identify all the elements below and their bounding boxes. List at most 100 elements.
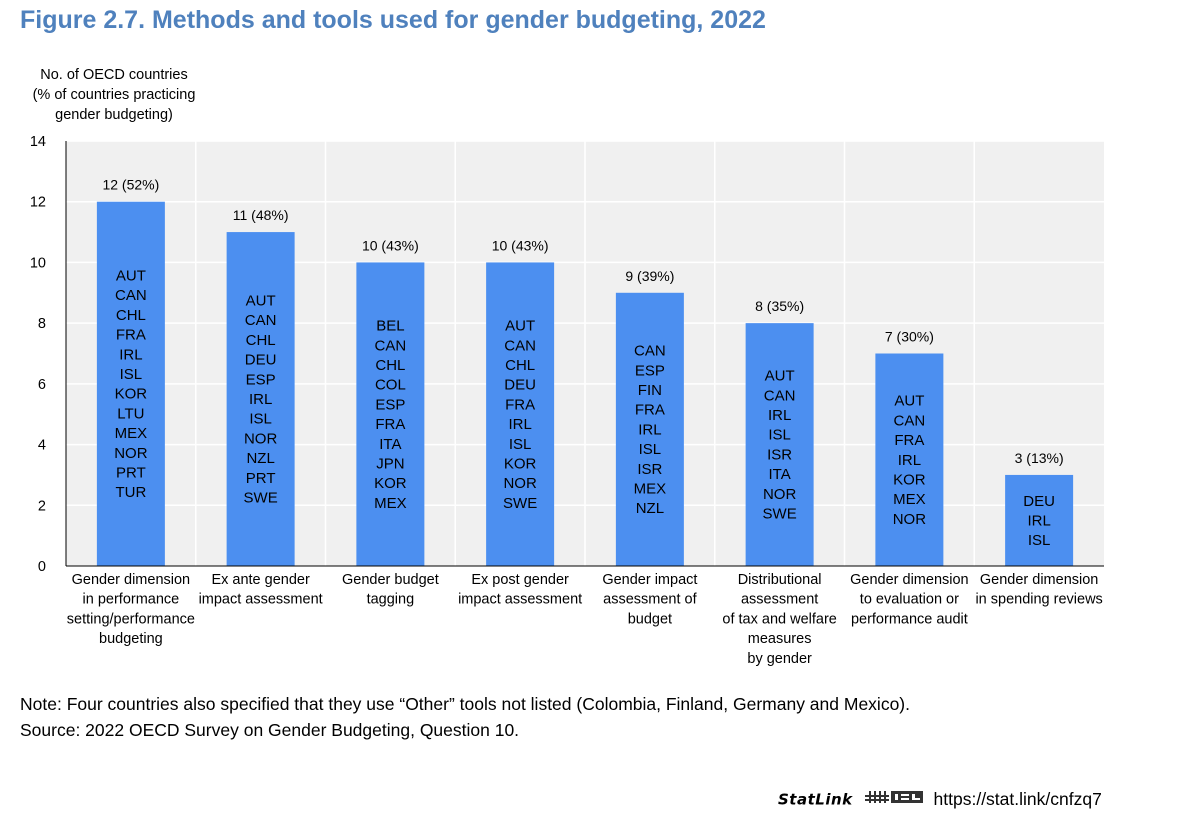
x-tick-label: assessment of xyxy=(603,592,697,608)
bar-country-code: FRA xyxy=(894,432,924,449)
bar-country-code: NOR xyxy=(893,511,927,528)
bar-country-code: CAN xyxy=(894,412,926,429)
bar-country-code: ISL xyxy=(768,427,791,444)
bar-country-code: LTU xyxy=(117,405,144,422)
figure-note: Note: Four countries also specified that… xyxy=(20,694,910,714)
figure-title: Figure 2.7. Methods and tools used for g… xyxy=(20,6,766,34)
bar-country-code: NOR xyxy=(503,475,537,492)
y-axis-label-line: No. of OECD countries xyxy=(40,67,188,83)
bar-country-code: ITA xyxy=(379,436,401,453)
bar-country-code: DEU xyxy=(504,377,536,394)
y-axis-label-line: gender budgeting) xyxy=(55,107,173,123)
bar-country-code: MEX xyxy=(634,480,667,497)
bar-country-code: CAN xyxy=(245,312,277,329)
x-tick-label: in performance xyxy=(83,592,180,608)
bar-data-label: 10 (43%) xyxy=(492,237,549,253)
bar-country-code: FRA xyxy=(635,402,665,419)
y-tick-label: 0 xyxy=(38,559,46,575)
statlink[interactable]: StatLink https://stat.link/cnfzq7 xyxy=(778,789,1102,813)
y-tick-label: 2 xyxy=(38,498,46,514)
bar-country-code: CAN xyxy=(634,343,666,360)
bar-country-code: BEL xyxy=(376,318,404,335)
bar-country-code: DEU xyxy=(1023,493,1055,510)
bar-country-code: PRT xyxy=(246,470,276,487)
bar xyxy=(226,232,295,567)
bar-country-code: SWE xyxy=(503,495,537,512)
bar-country-code: COL xyxy=(375,377,406,394)
bar-country-code: CAN xyxy=(764,387,796,404)
bar-country-code: AUT xyxy=(246,293,276,310)
bar-data-label: 12 (52%) xyxy=(102,177,159,193)
bar-country-code: FRA xyxy=(375,416,405,433)
bar-country-code: JPN xyxy=(376,455,404,472)
bar-country-code: CHL xyxy=(375,357,405,374)
bar-country-code: NOR xyxy=(244,430,278,447)
x-tick-label: setting/performance xyxy=(67,611,195,627)
bar-country-code: NZL xyxy=(246,450,274,467)
bar-country-code: KOR xyxy=(504,455,537,472)
bar xyxy=(745,323,814,566)
bar-country-code: ISL xyxy=(120,366,143,383)
y-tick-label: 10 xyxy=(30,255,46,271)
bar-country-code: PRT xyxy=(116,465,146,482)
x-tick-label: impact assessment xyxy=(199,592,323,608)
bar xyxy=(1005,474,1074,566)
bar-country-code: SWE xyxy=(763,506,797,523)
y-tick-label: 4 xyxy=(38,438,46,454)
x-tick-label: Ex post gender xyxy=(471,572,569,588)
bar-country-code: AUT xyxy=(765,368,795,385)
bar-country-code: KOR xyxy=(893,471,926,488)
statlink-logo-icon xyxy=(865,789,924,810)
figure-source: Source: 2022 OECD Survey on Gender Budge… xyxy=(20,720,520,740)
bar-country-code: IRL xyxy=(768,407,791,424)
bar-country-code: CHL xyxy=(116,307,146,324)
bar-country-code: ISL xyxy=(509,436,532,453)
bar-country-code: IRL xyxy=(508,416,531,433)
bar-country-code: IRL xyxy=(1027,512,1050,529)
bar-country-code: MEX xyxy=(115,425,148,442)
bar-country-code: IRL xyxy=(638,421,661,438)
bar-country-code: FRA xyxy=(116,327,146,344)
x-tick-label: measures xyxy=(748,631,812,647)
statlink-label: StatLink xyxy=(778,790,853,809)
bar xyxy=(96,201,165,566)
bar-country-code: IRL xyxy=(119,346,142,363)
bar-country-code: CAN xyxy=(504,337,536,354)
bar-country-code: IRL xyxy=(898,452,921,469)
x-tick-label: impact assessment xyxy=(458,592,582,608)
y-tick-label: 6 xyxy=(38,377,46,393)
bar-country-code: ESP xyxy=(635,362,665,379)
bar-country-code: FRA xyxy=(505,396,535,413)
bar-data-label: 11 (48%) xyxy=(233,207,289,223)
bar-country-code: DEU xyxy=(245,352,277,369)
bar xyxy=(615,292,684,566)
statlink-url-link[interactable]: https://stat.link/cnfzq7 xyxy=(933,789,1102,809)
bar-country-code: CAN xyxy=(115,287,147,304)
y-tick-label: 14 xyxy=(30,134,46,150)
x-tick-label: budgeting xyxy=(99,631,163,647)
x-tick-label: assessment xyxy=(741,592,818,608)
x-tick-label: of tax and welfare xyxy=(722,611,836,627)
y-tick-label: 8 xyxy=(38,316,46,332)
bar-country-code: KOR xyxy=(374,475,407,492)
bar-data-label: 8 (35%) xyxy=(755,298,804,314)
bar-country-code: MEX xyxy=(893,491,926,508)
bar-country-code: ESP xyxy=(375,396,405,413)
bar-country-code: ISR xyxy=(637,461,662,478)
bar-country-code: CHL xyxy=(505,357,535,374)
bar-country-code: CAN xyxy=(375,337,407,354)
bar xyxy=(356,262,425,566)
bar-country-code: AUT xyxy=(894,393,924,410)
x-tick-label: Ex ante gender xyxy=(211,572,310,588)
bar-country-code: NOR xyxy=(763,486,797,503)
bar-country-code: ISL xyxy=(249,411,272,428)
x-tick-label: budget xyxy=(628,611,672,627)
bar-country-code: TUR xyxy=(115,484,146,501)
bar-country-code: SWE xyxy=(244,490,278,507)
bar-country-code: IRL xyxy=(249,391,272,408)
y-axis-label-line: (% of countries practicing xyxy=(32,87,196,103)
x-tick-label: performance audit xyxy=(851,611,968,627)
bar-data-label: 10 (43%) xyxy=(362,237,419,253)
bar-country-code: FIN xyxy=(638,382,662,399)
bar-country-code: AUT xyxy=(505,318,535,335)
